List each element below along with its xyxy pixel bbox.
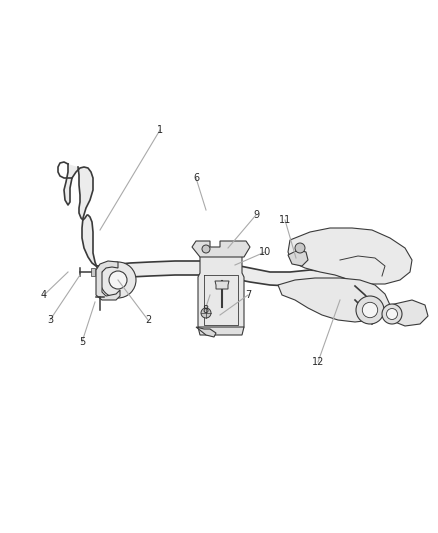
Polygon shape [215,281,229,289]
Circle shape [382,304,402,324]
Polygon shape [198,327,244,335]
Circle shape [356,296,384,324]
Polygon shape [198,255,244,331]
Polygon shape [390,300,428,326]
Circle shape [100,262,136,298]
Text: 12: 12 [312,357,324,367]
Polygon shape [192,241,250,257]
Polygon shape [91,268,95,276]
Text: 1: 1 [157,125,163,135]
Text: 6: 6 [193,173,199,183]
Text: 4: 4 [41,290,47,300]
Polygon shape [278,278,390,322]
Polygon shape [96,261,120,300]
Circle shape [202,245,210,253]
Polygon shape [64,164,360,308]
Text: 5: 5 [79,337,85,347]
Polygon shape [288,250,308,266]
Text: 7: 7 [245,290,251,300]
Circle shape [295,243,305,253]
Text: 2: 2 [145,315,151,325]
Text: 8: 8 [202,305,208,315]
Text: 11: 11 [279,215,291,225]
Circle shape [201,308,211,318]
Text: 3: 3 [47,315,53,325]
Text: 9: 9 [253,210,259,220]
Polygon shape [196,327,216,337]
Circle shape [362,302,378,318]
Text: 10: 10 [259,247,271,257]
Circle shape [109,271,127,289]
Polygon shape [288,228,412,284]
Circle shape [386,309,398,319]
